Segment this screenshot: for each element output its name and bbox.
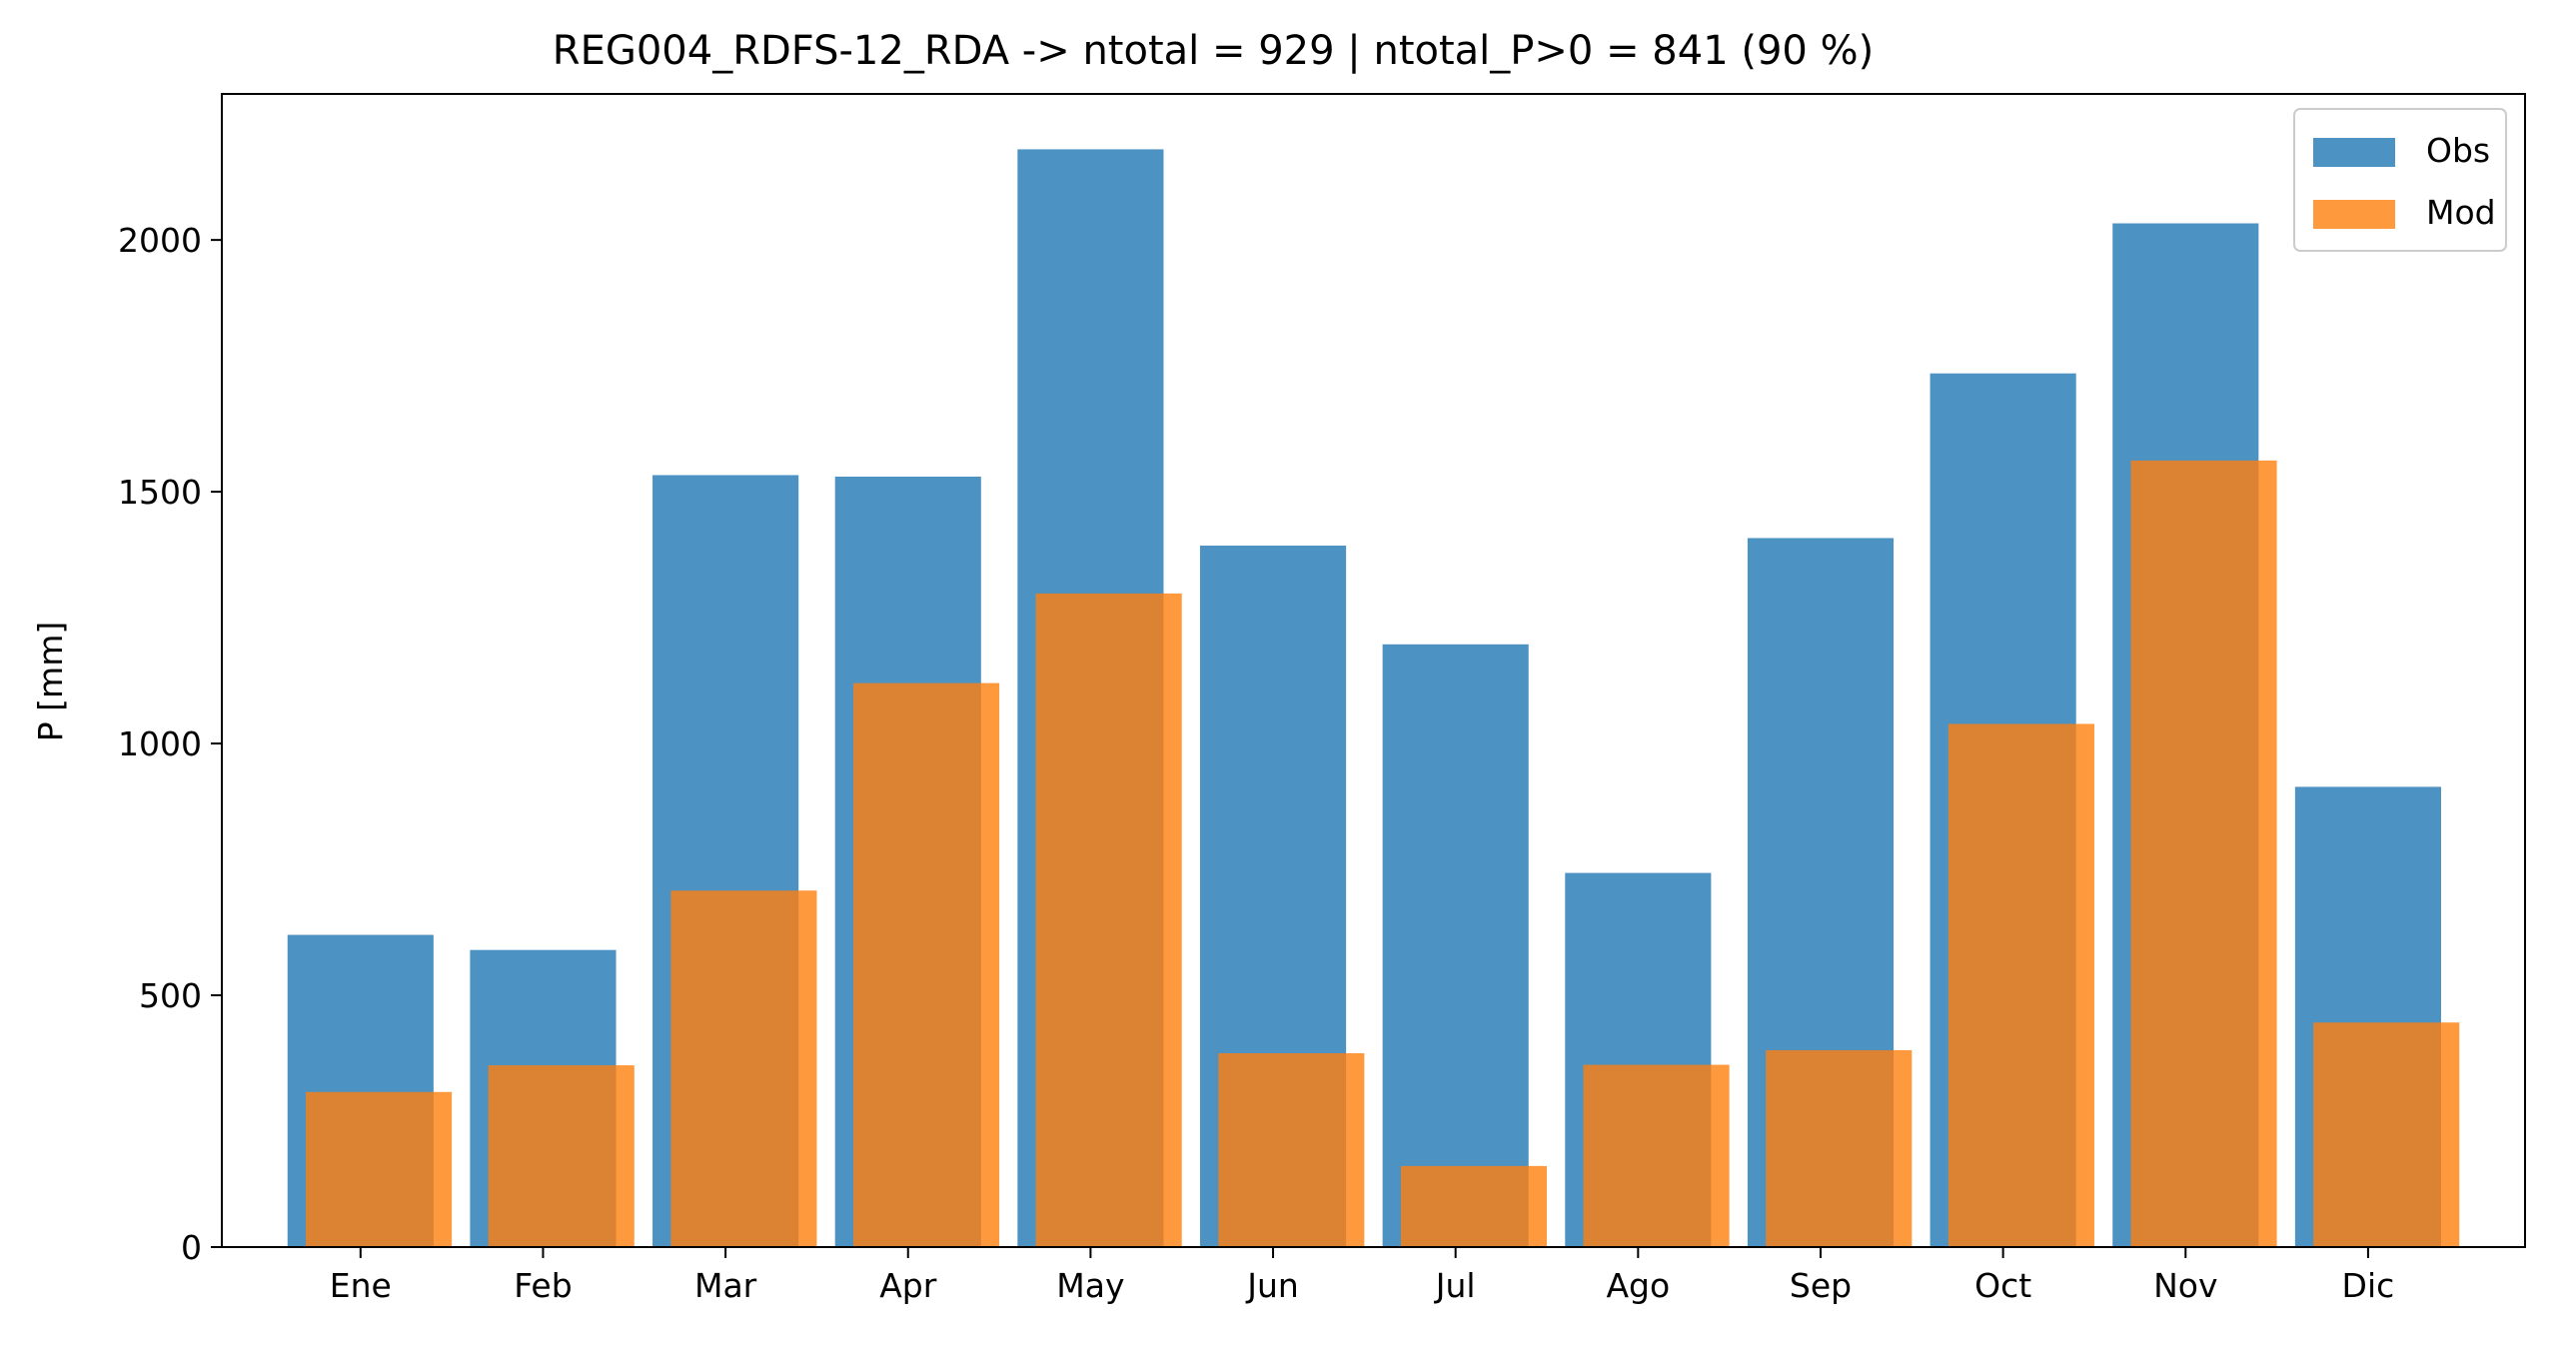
y-tick-label: 0 — [181, 1228, 202, 1267]
plot-frame — [221, 93, 2526, 1248]
y-tick-label: 1500 — [118, 473, 202, 512]
x-tick-label: Ago — [1606, 1266, 1670, 1305]
y-tick-label: 2000 — [118, 221, 202, 260]
x-tick-label: Dic — [2342, 1266, 2395, 1305]
bar-mod-oct — [1947, 723, 2094, 1247]
bar-mod-may — [1035, 593, 1182, 1247]
x-tick-label: Mar — [694, 1266, 757, 1305]
x-tick-label: Jul — [1434, 1266, 1476, 1305]
bar-mod-sep — [1766, 1049, 1913, 1247]
x-tick-label: Sep — [1790, 1266, 1852, 1305]
y-tick-label: 1000 — [118, 724, 202, 763]
legend-label-obs: Obs — [2426, 131, 2490, 170]
legend: Obs Mod — [2293, 108, 2507, 252]
legend-swatch-mod — [2313, 200, 2395, 229]
x-tick-label: Nov — [2153, 1266, 2217, 1305]
bar-mod-ago — [1583, 1064, 1730, 1247]
x-tick-label: Feb — [514, 1266, 572, 1305]
bar-mod-dic — [2313, 1022, 2460, 1247]
bar-mod-feb — [488, 1065, 635, 1247]
bar-mod-apr — [852, 682, 1000, 1247]
x-axis-ticks: Ene Feb Mar Apr May Jun Jul Ago Sep Oct Nov Dic — [330, 1247, 2395, 1305]
bar-mod-ene — [306, 1091, 453, 1247]
bar-mod-jun — [1218, 1052, 1365, 1247]
y-axis-label: P [mm] — [31, 622, 70, 741]
bar-mod-mar — [670, 890, 817, 1247]
bars-layer — [287, 149, 2460, 1248]
x-tick-label: Jun — [1245, 1266, 1299, 1305]
y-tick-label: 500 — [139, 976, 202, 1015]
x-tick-label: May — [1056, 1266, 1124, 1305]
chart-title: REG004_RDFS-12_RDA -> ntotal = 929 | nto… — [553, 28, 1874, 74]
y-axis-ticks: 0 500 1000 1500 2000 — [118, 221, 222, 1267]
x-tick-label: Ene — [330, 1266, 392, 1305]
legend-label-mod: Mod — [2426, 193, 2496, 232]
bar-mod-nov — [2130, 460, 2277, 1247]
bar-mod-jul — [1400, 1165, 1548, 1247]
x-tick-label: Oct — [1974, 1266, 2031, 1305]
legend-swatch-obs — [2313, 138, 2395, 167]
bar-obs-jul — [1382, 644, 1529, 1247]
series-mod-bars — [306, 460, 2460, 1247]
x-tick-label: Apr — [879, 1266, 937, 1305]
